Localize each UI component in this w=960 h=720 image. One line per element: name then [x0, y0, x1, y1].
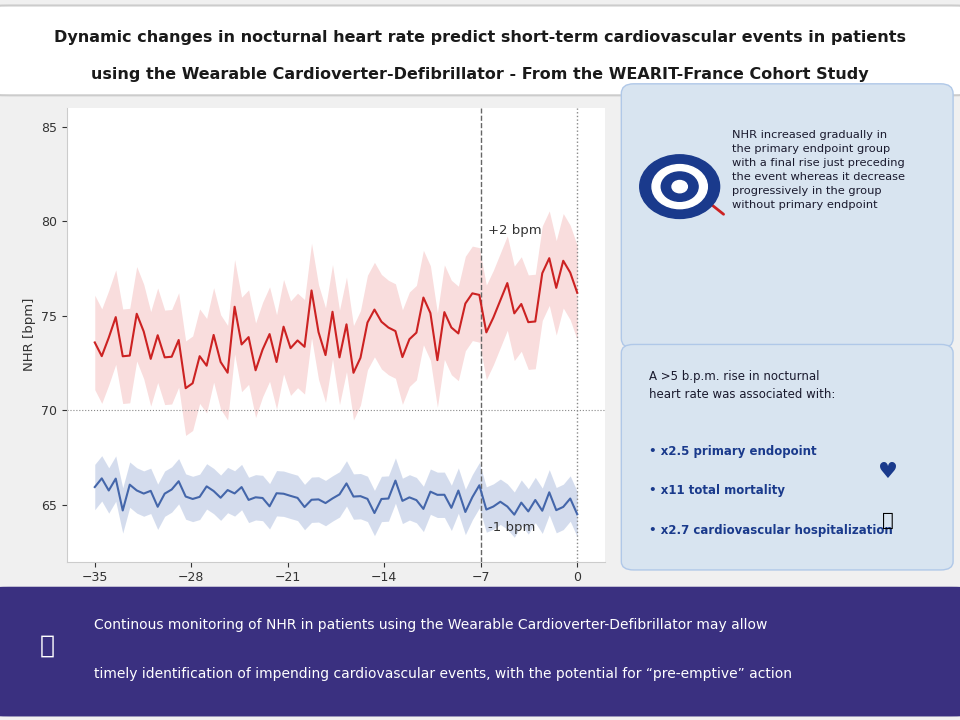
Text: • x11 total mortality: • x11 total mortality: [649, 485, 785, 498]
Text: Dynamic changes in nocturnal heart rate predict short-term cardiovascular events: Dynamic changes in nocturnal heart rate …: [54, 30, 906, 45]
Text: A >5 b.p.m. rise in nocturnal
heart rate was associated with:: A >5 b.p.m. rise in nocturnal heart rate…: [649, 369, 835, 400]
Circle shape: [639, 155, 720, 218]
Text: 🛏: 🛏: [882, 510, 894, 530]
Text: +2 bpm: +2 bpm: [488, 225, 541, 238]
FancyBboxPatch shape: [621, 84, 953, 348]
Text: NHR increased gradually in
the primary endpoint group
with a final rise just pre: NHR increased gradually in the primary e…: [732, 130, 905, 210]
FancyBboxPatch shape: [0, 6, 960, 95]
Text: 🔑: 🔑: [39, 634, 55, 657]
Text: Continous monitoring of NHR in patients using the Wearable Cardioverter-Defibril: Continous monitoring of NHR in patients …: [94, 618, 768, 631]
Text: timely identification of impending cardiovascular events, with the potential for: timely identification of impending cardi…: [94, 667, 792, 680]
FancyBboxPatch shape: [0, 587, 960, 716]
Circle shape: [652, 165, 708, 209]
Y-axis label: NHR [bpm]: NHR [bpm]: [23, 298, 36, 372]
Text: using the Wearable Cardioverter-Defibrillator - From the WEARIT-France Cohort St: using the Wearable Cardioverter-Defibril…: [91, 67, 869, 82]
Text: • x2.5 primary endopoint: • x2.5 primary endopoint: [649, 445, 817, 458]
Text: ♥: ♥: [878, 462, 898, 482]
X-axis label: Day relative to event or matching: Day relative to event or matching: [223, 590, 449, 603]
Text: -1 bpm: -1 bpm: [488, 521, 535, 534]
Text: • x2.7 cardiovascular hospitalization: • x2.7 cardiovascular hospitalization: [649, 524, 893, 537]
Legend: No, Yes: No, Yes: [666, 281, 770, 343]
FancyBboxPatch shape: [621, 344, 953, 570]
Circle shape: [661, 172, 698, 202]
Circle shape: [672, 181, 687, 193]
